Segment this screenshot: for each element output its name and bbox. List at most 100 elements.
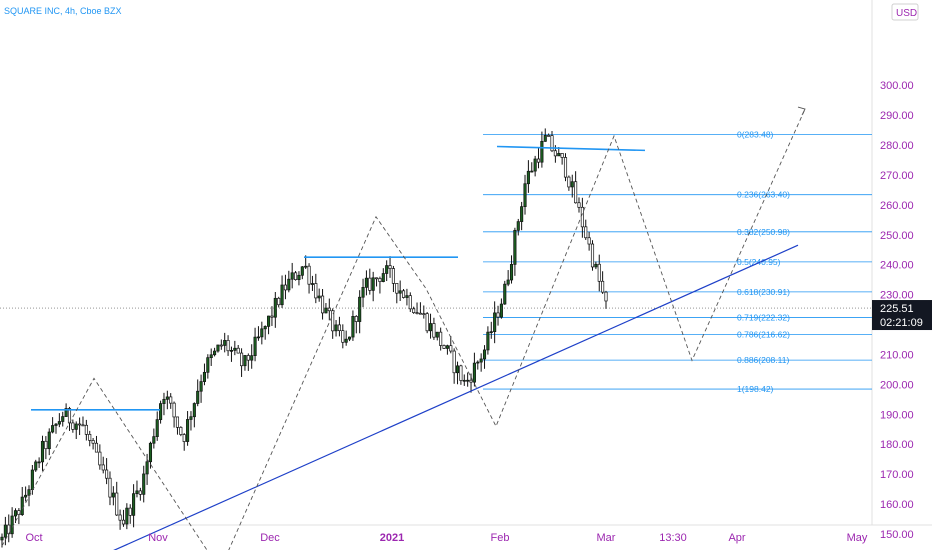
candle-body-up — [3, 524, 7, 538]
candle — [51, 417, 55, 434]
candle-body-down — [179, 427, 183, 435]
time-tick-label: May — [847, 532, 868, 544]
candle — [449, 336, 453, 354]
fib-level-label: 0.5(240.95) — [737, 257, 781, 267]
candle — [486, 326, 490, 355]
candle-body-up — [162, 398, 166, 404]
candle-body-up — [594, 263, 598, 268]
candle — [567, 175, 571, 191]
time-tick-label: 13:30 — [659, 532, 687, 544]
candle-body-down — [294, 272, 298, 280]
time-tick-label: Feb — [491, 532, 510, 544]
candle — [550, 131, 554, 153]
candle-body-up — [74, 423, 78, 430]
candle — [297, 271, 301, 286]
drawing-tools[interactable] — [1, 106, 806, 550]
price-tick-label: 160.00 — [880, 499, 914, 511]
candle-body-up — [132, 493, 136, 516]
candle-body-down — [590, 243, 595, 268]
candle-body-up — [300, 266, 304, 276]
price-tick-label: 270.00 — [880, 170, 914, 182]
candle-body-up — [503, 283, 507, 305]
candle-body-down — [577, 202, 581, 208]
price-tick-label: 250.00 — [880, 230, 914, 242]
zigzag-projection[interactable] — [1, 108, 806, 550]
candle-body-down — [101, 464, 105, 471]
candle — [61, 411, 65, 427]
candle-body-up — [213, 350, 217, 356]
price-tick-label: 170.00 — [880, 469, 914, 481]
candle — [364, 270, 368, 296]
candle-body-down — [128, 507, 132, 516]
candle — [405, 288, 409, 306]
candle-body-down — [169, 396, 173, 404]
candle — [324, 303, 328, 314]
candle-body-up — [142, 473, 146, 495]
candle — [155, 411, 159, 441]
candle-body-down — [246, 355, 250, 361]
candle — [216, 344, 220, 353]
candle — [574, 171, 578, 204]
candle — [172, 401, 176, 428]
ascending-trendline[interactable] — [107, 244, 799, 550]
candle — [455, 361, 460, 385]
fib-level-label: 0.719(222.32) — [737, 313, 790, 323]
candle — [310, 275, 314, 292]
candle — [7, 514, 11, 543]
candle — [361, 278, 365, 308]
candle — [253, 327, 257, 362]
candle-body-up — [493, 312, 497, 333]
candle-body-down — [283, 284, 287, 291]
price-tick-label: 260.00 — [880, 200, 914, 212]
candle-body-down — [422, 313, 426, 315]
candle-body-down — [44, 440, 48, 450]
candle — [570, 174, 574, 198]
fibonacci-retracement[interactable]: 0(283.48) 0.236(263.40) 0.382(250.98) 0.5(2… — [483, 130, 872, 394]
candle — [385, 260, 389, 282]
candle — [401, 288, 406, 299]
candle — [435, 331, 439, 341]
price-axis[interactable]: 140.00150.00160.00170.00180.00190.00200.… — [880, 80, 914, 550]
candle — [142, 465, 146, 503]
candle-body-up — [344, 338, 348, 343]
candle — [233, 340, 237, 356]
candle-body-down — [71, 422, 75, 430]
candle — [506, 270, 510, 287]
candle-body-down — [374, 277, 379, 280]
candle-body-up — [317, 295, 321, 299]
candle — [148, 441, 153, 469]
candle-body-up — [557, 153, 561, 157]
candle-body-down — [175, 416, 180, 428]
candle-body-up — [486, 331, 490, 351]
candle — [267, 315, 271, 335]
currency-selector[interactable]: USD — [891, 3, 919, 21]
candle — [462, 374, 466, 386]
candle-body-down — [415, 312, 419, 314]
candle-body-up — [135, 490, 139, 495]
resistance-line[interactable] — [496, 145, 646, 152]
candle — [27, 485, 31, 507]
candle — [243, 355, 247, 371]
candle — [192, 402, 196, 428]
candle-body-up — [482, 349, 487, 360]
time-axis[interactable]: Oct Nov Dec 2021 Feb Mar 13:30 Apr May — [25, 532, 867, 544]
candle — [226, 335, 230, 356]
candle — [94, 435, 99, 453]
candle — [493, 301, 497, 344]
candle — [428, 313, 433, 339]
candle-body-up — [196, 390, 200, 404]
candle-body-up — [159, 403, 163, 420]
candle — [368, 268, 372, 295]
candle — [422, 305, 426, 319]
candle-body-down — [563, 157, 568, 178]
candle-body-up — [0, 536, 4, 541]
fib-level-label: 1(198.42) — [737, 384, 774, 394]
candle-body-up — [310, 283, 314, 285]
candle — [182, 433, 186, 451]
time-tick-label: 2021 — [380, 532, 404, 544]
candle — [499, 298, 503, 319]
candle — [287, 270, 291, 293]
candle — [594, 261, 598, 270]
candle-body-up — [520, 206, 524, 222]
